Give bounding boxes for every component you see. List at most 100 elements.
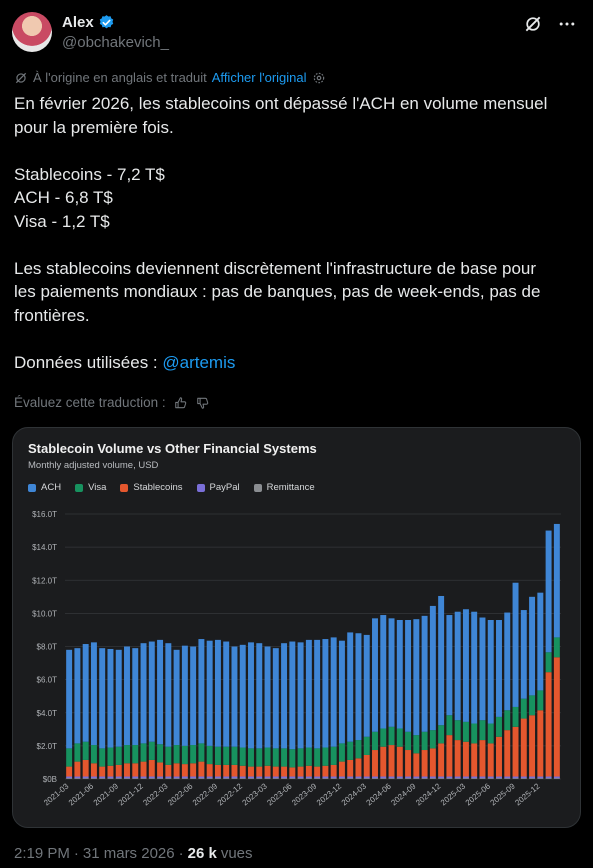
bar-segment-paypal bbox=[272, 776, 279, 779]
views-label: vues bbox=[220, 845, 253, 862]
bar-segment-stablecoins bbox=[248, 766, 254, 777]
avatar[interactable] bbox=[12, 12, 52, 52]
bar-segment-remittance bbox=[165, 778, 172, 779]
more-options-icon[interactable] bbox=[557, 14, 577, 34]
bar-segment-visa bbox=[405, 731, 412, 751]
bar-segment-ach bbox=[99, 648, 106, 749]
bar-segment-paypal bbox=[297, 776, 304, 779]
bar-segment-ach bbox=[74, 648, 81, 744]
bar-segment-stablecoins bbox=[206, 764, 213, 777]
bar-segment-stablecoins bbox=[272, 766, 279, 777]
bar-segment-paypal bbox=[372, 776, 378, 779]
bar-segment-visa bbox=[181, 745, 188, 765]
bar-segment-paypal bbox=[504, 776, 511, 779]
bar-segment-ach bbox=[148, 641, 155, 742]
bar-segment-paypal bbox=[190, 776, 197, 779]
bar-segment-ach bbox=[206, 640, 213, 746]
bar-segment-paypal bbox=[107, 776, 114, 779]
bar-segment-visa bbox=[248, 748, 254, 767]
bar-segment-paypal bbox=[148, 776, 155, 779]
author-name-row: Alex bbox=[62, 14, 115, 31]
post-source-prefix: Données utilisées : bbox=[14, 352, 163, 372]
x-tick-label: 2024-03 bbox=[340, 781, 369, 807]
bar-segment-remittance bbox=[479, 778, 486, 779]
rate-translation: Évaluez cette traduction : bbox=[14, 395, 210, 410]
author-handle[interactable]: @obchakevich_ bbox=[62, 34, 169, 51]
bar-segment-remittance bbox=[239, 778, 246, 779]
bar-segment-ach bbox=[537, 592, 544, 691]
legend-label: Visa bbox=[88, 482, 107, 493]
bar-segment-stablecoins bbox=[90, 763, 97, 777]
chart-legend: ACH Visa Stablecoins PayPal Remittance bbox=[28, 482, 315, 493]
show-original-link[interactable]: Afficher l'original bbox=[211, 70, 307, 85]
bar-segment-ach bbox=[107, 648, 114, 748]
bar-segment-visa bbox=[537, 690, 544, 711]
bar-segment-stablecoins bbox=[198, 761, 205, 777]
bar-segment-ach bbox=[124, 646, 130, 746]
bar-segment-paypal bbox=[132, 776, 139, 779]
bar-segment-stablecoins bbox=[347, 759, 354, 777]
y-tick-label: $12.0T bbox=[32, 576, 57, 585]
bar-segment-visa bbox=[545, 652, 552, 673]
bar-segment-stablecoins bbox=[190, 763, 197, 777]
legend-swatch bbox=[196, 483, 205, 492]
bar-segment-ach bbox=[462, 609, 469, 722]
bar-segment-remittance bbox=[372, 778, 378, 779]
bar-segment-ach bbox=[140, 643, 147, 744]
bar-segment-remittance bbox=[231, 778, 238, 779]
bar-segment-stablecoins bbox=[396, 746, 403, 777]
bar-segment-paypal bbox=[338, 776, 345, 779]
gear-icon[interactable] bbox=[312, 71, 326, 85]
legend-label: PayPal bbox=[209, 482, 240, 493]
bar-segment-paypal bbox=[413, 776, 420, 779]
bar-segment-stablecoins bbox=[520, 718, 527, 777]
bar-segment-paypal bbox=[181, 776, 188, 779]
bar-segment-ach bbox=[330, 637, 337, 747]
bar-segment-visa bbox=[231, 746, 238, 765]
bar-segment-stablecoins bbox=[107, 765, 114, 777]
bar-segment-stablecoins bbox=[82, 759, 89, 777]
thumbs-up-icon[interactable] bbox=[174, 396, 188, 410]
bar-segment-paypal bbox=[520, 776, 527, 779]
post-date[interactable]: 31 mars 2026 bbox=[82, 845, 175, 862]
thumbs-down-icon[interactable] bbox=[196, 396, 210, 410]
bar-segment-paypal bbox=[462, 776, 469, 779]
bar-segment-stablecoins bbox=[372, 750, 378, 777]
bar-segment-stablecoins bbox=[165, 764, 172, 777]
bar-segment-stablecoins bbox=[305, 765, 312, 777]
post-line: frontières. bbox=[14, 305, 90, 325]
post-stat: Stablecoins - 7,2 T$ bbox=[14, 164, 165, 184]
bar-segment-visa bbox=[314, 748, 321, 767]
bar-segment-stablecoins bbox=[496, 736, 502, 777]
bar-segment-ach bbox=[347, 632, 354, 742]
bar-segment-visa bbox=[198, 743, 205, 762]
bar-segment-visa bbox=[520, 698, 527, 719]
bar-segment-visa bbox=[454, 720, 461, 741]
bar-segment-paypal bbox=[537, 776, 544, 779]
chart-card[interactable]: $0B $2.0T $4.0T $6.0T $8.0T $10.0T $12.0T $14.0… bbox=[12, 427, 581, 828]
legend-swatch bbox=[120, 483, 129, 492]
mention-link[interactable]: @artemis bbox=[162, 352, 236, 372]
bar-segment-ach bbox=[239, 644, 246, 748]
bar-segment-stablecoins bbox=[99, 766, 106, 777]
bar-segment-paypal bbox=[380, 776, 387, 779]
bar-segment-stablecoins bbox=[462, 741, 469, 777]
grok-icon[interactable] bbox=[523, 14, 543, 34]
bar-segment-paypal bbox=[264, 776, 271, 779]
bar-segment-ach bbox=[181, 645, 188, 746]
bar-segment-remittance bbox=[504, 778, 511, 779]
author-name[interactable]: Alex bbox=[62, 14, 94, 31]
bar-segment-stablecoins bbox=[355, 758, 362, 777]
bar-segment-remittance bbox=[157, 778, 164, 779]
bar-segment-visa bbox=[82, 741, 89, 760]
bar-segment-ach bbox=[396, 620, 403, 729]
post-time[interactable]: 2:19 PM bbox=[14, 845, 70, 862]
bar-segment-ach bbox=[231, 646, 238, 747]
x-tick-label: 2021-06 bbox=[67, 781, 96, 807]
bar-segment-visa bbox=[421, 731, 428, 751]
bar-segment-visa bbox=[124, 745, 130, 764]
bar-segment-ach bbox=[248, 642, 254, 749]
bar-segment-remittance bbox=[256, 778, 263, 779]
bar-segment-ach bbox=[380, 615, 387, 729]
bar-segment-visa bbox=[338, 743, 345, 762]
